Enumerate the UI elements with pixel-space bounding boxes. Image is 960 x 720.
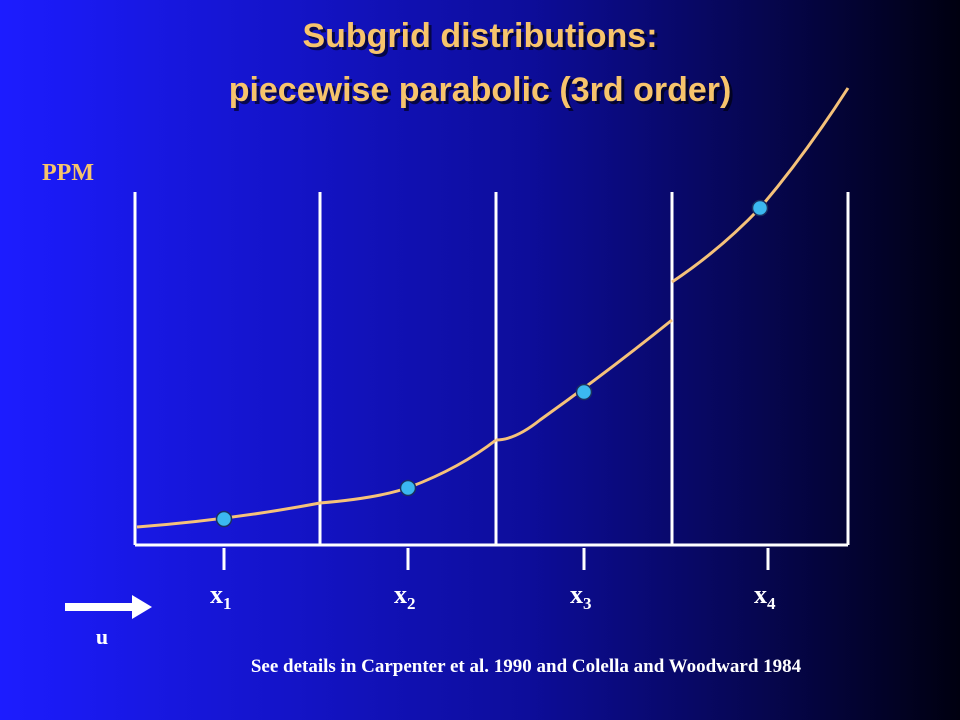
point [399,479,417,497]
arrow-label: u [96,624,108,649]
point [575,383,593,401]
title-shadow: piecewise parabolic (3rd order) [232,74,735,112]
method-label: PPM [42,160,94,186]
x-labels: x1 x2 x3 x4 [210,580,776,613]
title-shadow: Subgrid distributions: [305,20,660,58]
points [215,199,769,528]
x-label: x2 [394,580,416,613]
title: Subgrid distributions: [302,17,657,55]
x-label: x1 [210,580,232,613]
x-label: x3 [570,580,592,613]
flow-arrow [65,595,152,619]
point [215,510,233,528]
point [751,199,769,217]
footnote: See details in Carpenter et al. 1990 and… [251,656,802,677]
parabola [495,318,673,442]
x-label: x4 [754,580,776,613]
title: piecewise parabolic (3rd order) [229,71,732,109]
grid [133,192,850,570]
